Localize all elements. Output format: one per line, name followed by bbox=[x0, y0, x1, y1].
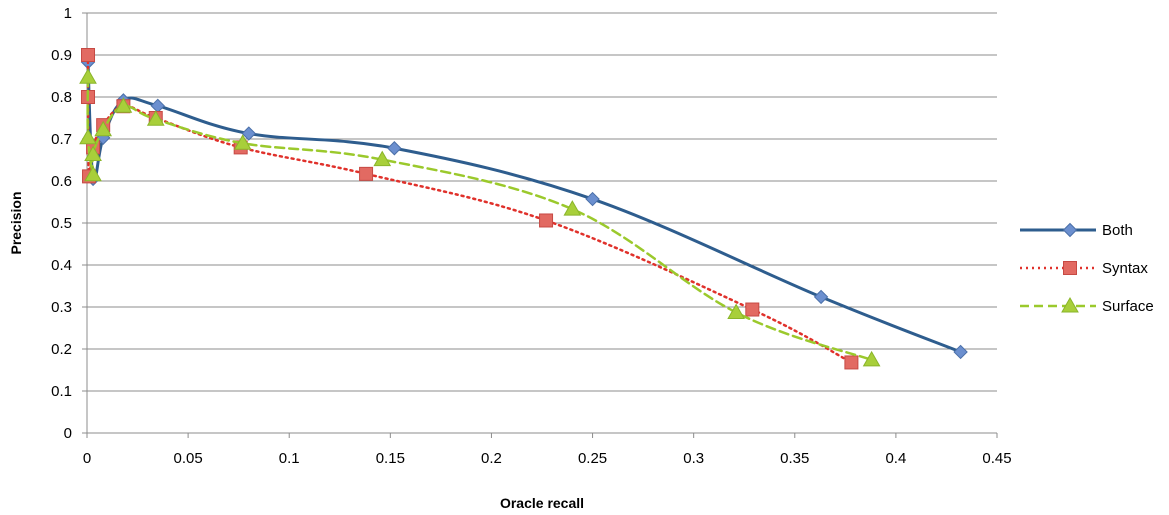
x-tick-label: 0.35 bbox=[780, 450, 809, 467]
data-point-surface bbox=[84, 145, 102, 162]
data-point-surface bbox=[862, 350, 881, 367]
x-tick-label: 0.05 bbox=[174, 450, 203, 467]
y-tick-label: 0 bbox=[64, 425, 72, 442]
legend-marker bbox=[1063, 261, 1077, 275]
y-tick-label: 0.3 bbox=[51, 299, 72, 316]
data-point-surface bbox=[79, 68, 97, 84]
x-tick-label: 0.3 bbox=[683, 450, 704, 467]
y-tick-label: 0.2 bbox=[51, 341, 72, 358]
legend: Both Syntax Surface bbox=[1020, 222, 1154, 315]
data-point-both bbox=[241, 126, 256, 141]
legend-item-surface: Surface bbox=[1020, 296, 1154, 315]
x-tick-label: 0.1 bbox=[279, 450, 300, 467]
x-tick-label: 0.4 bbox=[885, 450, 906, 467]
y-tick-label: 0.1 bbox=[51, 383, 72, 400]
data-point-both bbox=[585, 191, 600, 207]
y-tick-labels: 0 0.1 0.2 0.3 0.4 0.5 0.6 0.7 0.8 0.9 1 bbox=[51, 5, 72, 442]
data-point-both bbox=[387, 141, 402, 156]
series-surface bbox=[79, 68, 881, 367]
y-tick-label: 0.5 bbox=[51, 215, 72, 232]
y-tick-label: 0.7 bbox=[51, 131, 72, 148]
legend-label: Surface bbox=[1102, 298, 1154, 315]
legend-marker bbox=[1062, 222, 1078, 238]
y-tick-label: 0.8 bbox=[51, 89, 72, 106]
x-tick-label: 0 bbox=[83, 450, 91, 467]
data-point-surface bbox=[146, 110, 165, 126]
y-tick-label: 0.4 bbox=[51, 257, 72, 274]
data-point-surface bbox=[233, 134, 252, 150]
series-layer bbox=[79, 48, 968, 370]
y-tick-label: 1 bbox=[64, 5, 72, 22]
data-point-surface bbox=[727, 303, 745, 319]
series-both bbox=[80, 54, 968, 360]
x-tick-label: 0.2 bbox=[481, 450, 502, 467]
data-point-surface bbox=[563, 200, 582, 216]
data-point-syntax bbox=[844, 355, 859, 370]
x-tick-label: 0.45 bbox=[982, 450, 1011, 467]
data-point-surface bbox=[79, 128, 97, 145]
gridlines bbox=[87, 12, 997, 392]
data-point-syntax bbox=[745, 302, 760, 317]
x-tick-label: 0.25 bbox=[578, 450, 607, 467]
y-tick-label: 0.6 bbox=[51, 173, 72, 190]
series-line-both bbox=[86, 60, 963, 354]
data-point-surface bbox=[94, 120, 113, 137]
data-point-both bbox=[150, 98, 165, 114]
data-point-syntax bbox=[81, 48, 96, 62]
data-point-syntax bbox=[359, 166, 374, 181]
x-tick-labels: 0 0.05 0.1 0.15 0.2 0.25 0.3 0.35 0.4 0.45 bbox=[83, 450, 1012, 467]
series-line-surface bbox=[86, 76, 873, 362]
x-tick-label: 0.15 bbox=[376, 450, 405, 467]
x-axis-title: Oracle recall bbox=[500, 495, 584, 511]
data-point-surface bbox=[114, 97, 133, 113]
y-tick-label: 0.9 bbox=[51, 47, 72, 64]
data-point-both bbox=[953, 344, 968, 360]
legend-label: Syntax bbox=[1102, 260, 1148, 277]
legend-item-both: Both bbox=[1020, 222, 1133, 239]
legend-marker bbox=[1061, 296, 1079, 313]
data-point-both bbox=[813, 289, 829, 305]
data-point-surface bbox=[84, 165, 102, 182]
data-point-syntax bbox=[539, 213, 554, 228]
data-point-surface bbox=[373, 150, 392, 167]
y-axis-title: Precision bbox=[8, 191, 24, 254]
legend-label: Both bbox=[1102, 222, 1133, 239]
legend-item-syntax: Syntax bbox=[1020, 260, 1148, 277]
